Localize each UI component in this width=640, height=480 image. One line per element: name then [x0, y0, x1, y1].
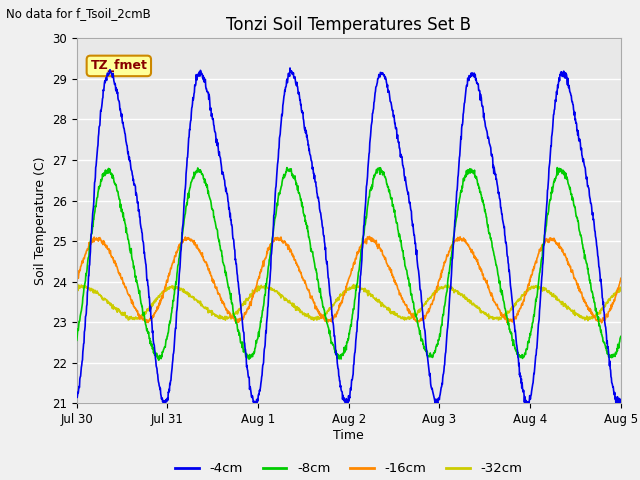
Y-axis label: Soil Temperature (C): Soil Temperature (C)	[33, 156, 47, 285]
Title: Tonzi Soil Temperatures Set B: Tonzi Soil Temperatures Set B	[227, 16, 471, 34]
X-axis label: Time: Time	[333, 429, 364, 442]
Legend: -4cm, -8cm, -16cm, -32cm: -4cm, -8cm, -16cm, -32cm	[170, 457, 528, 480]
Text: No data for f_Tsoil_2cmB: No data for f_Tsoil_2cmB	[6, 7, 151, 20]
Text: TZ_fmet: TZ_fmet	[90, 60, 147, 72]
